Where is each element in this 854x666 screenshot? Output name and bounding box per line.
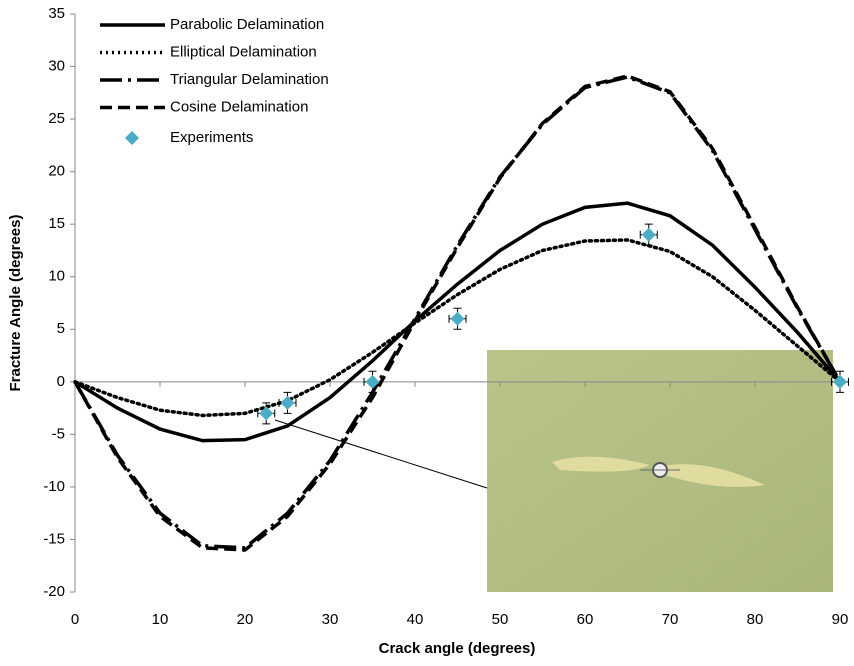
x-tick-label: 0 [71,611,79,628]
x-tick-label: 30 [322,611,339,628]
y-tick-label: 25 [48,110,65,127]
y-tick-label: 15 [48,215,65,232]
x-tick-label: 70 [662,611,679,628]
x-axis-label: Crack angle (degrees) [379,640,536,657]
legend-label: Experiments [170,129,253,146]
y-axis-label: Fracture Angle (degrees) [7,215,24,392]
y-tick-label: 20 [48,163,65,180]
y-tick-label: 0 [57,373,65,390]
y-tick-label: 35 [48,5,65,22]
legend-label: Cosine Delamination [170,98,308,115]
x-tick-label: 50 [492,611,509,628]
legend-label: Triangular Delamination [170,71,329,88]
y-tick-label: 30 [48,58,65,75]
x-tick-label: 80 [747,611,764,628]
y-tick-label: 5 [57,320,65,337]
y-tick-label: -5 [52,425,65,442]
legend-swatch [125,131,139,145]
y-tick-label: -20 [43,583,65,600]
series-line [73,74,842,552]
y-tick-label: 10 [48,268,65,285]
x-tick-label: 90 [832,611,849,628]
series-line [74,201,842,443]
data-point [833,374,847,389]
data-point [450,311,465,326]
x-tick-label: 10 [152,611,169,628]
arrow [274,419,488,489]
x-tick-label: 40 [407,611,424,628]
data-point [365,374,380,389]
y-tick-label: -15 [43,530,65,547]
data-point [641,227,656,242]
legend-label: Parabolic Delamination [170,16,324,33]
x-tick-label: 60 [577,611,594,628]
inset-photo [487,350,833,592]
series-line [73,238,842,418]
legend-label: Elliptical Delamination [170,43,317,60]
data-point [280,395,295,410]
x-tick-label: 20 [237,611,254,628]
data-point [259,406,274,421]
y-tick-label: -10 [43,478,65,495]
